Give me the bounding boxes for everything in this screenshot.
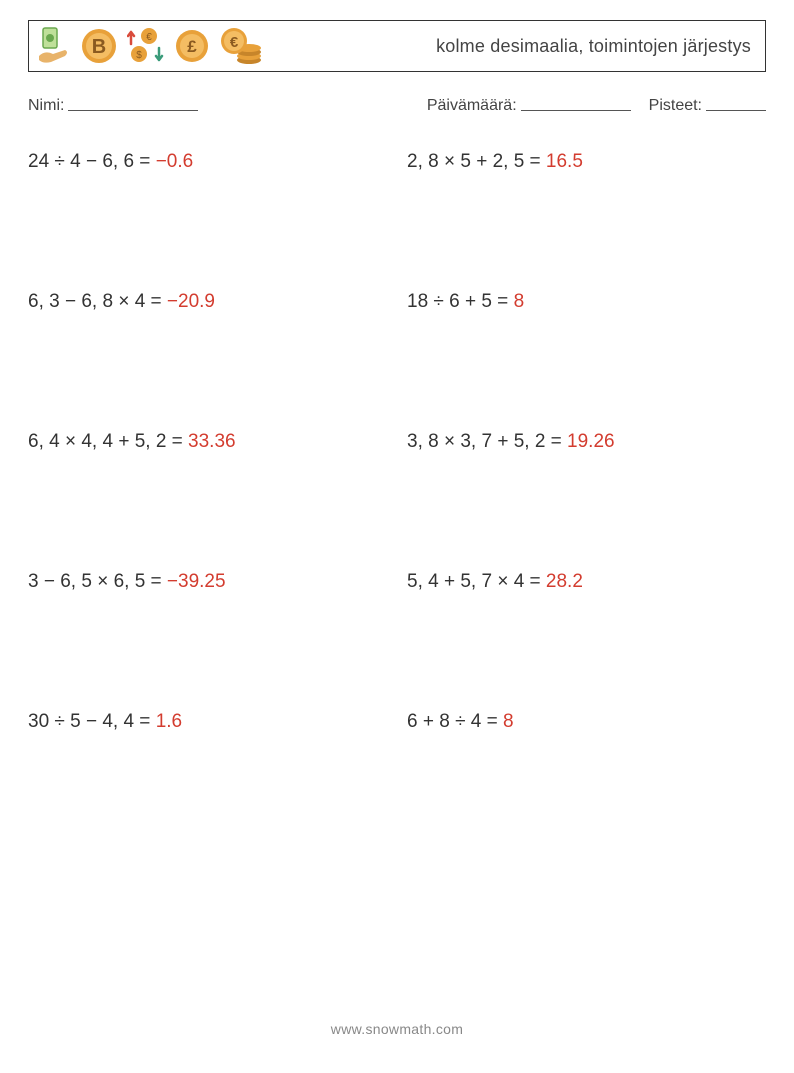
expression: 5, 4 + 5, 7 × 4 = — [407, 571, 546, 592]
expression: 3, 8 × 3, 7 + 5, 2 = — [407, 431, 567, 452]
meta-name: Nimi: — [28, 94, 427, 115]
cash-hand-icon — [37, 26, 71, 66]
problem-item: 6 + 8 ÷ 4 = 8 — [407, 711, 766, 733]
answer: 28.2 — [546, 571, 583, 592]
header-box: B € $ £ — [28, 20, 766, 72]
answer: −39.25 — [167, 571, 226, 592]
meta-score: Pisteet: — [649, 94, 766, 115]
arrows-coins-icon: € $ — [127, 26, 165, 66]
svg-text:£: £ — [187, 37, 197, 56]
expression: 30 ÷ 5 − 4, 4 = — [28, 711, 156, 732]
date-blank — [521, 95, 631, 111]
bitcoin-coin-icon: B — [79, 26, 119, 66]
problem-item: 24 ÷ 4 − 6, 6 = −0.6 — [28, 151, 387, 173]
answer: 8 — [503, 711, 514, 732]
answer: 19.26 — [567, 431, 615, 452]
problem-item: 6, 3 − 6, 8 × 4 = −20.9 — [28, 291, 387, 313]
footer-url: www.snowmath.com — [0, 1021, 794, 1037]
euro-coins-stack-icon: € — [219, 26, 263, 66]
meta-date: Päivämäärä: — [427, 94, 631, 115]
svg-text:B: B — [92, 36, 106, 58]
problems-grid: 24 ÷ 4 − 6, 6 = −0.6 2, 8 × 5 + 2, 5 = 1… — [28, 151, 766, 733]
answer: −0.6 — [156, 151, 194, 172]
problem-item: 5, 4 + 5, 7 × 4 = 28.2 — [407, 571, 766, 593]
answer: 8 — [514, 291, 525, 312]
pound-coin-icon: £ — [173, 27, 211, 65]
answer: 16.5 — [546, 151, 583, 172]
problem-item: 3 − 6, 5 × 6, 5 = −39.25 — [28, 571, 387, 593]
expression: 18 ÷ 6 + 5 = — [407, 291, 514, 312]
name-blank — [68, 95, 198, 111]
worksheet-title: kolme desimaalia, toimintojen järjestys — [436, 36, 751, 57]
problem-item: 3, 8 × 3, 7 + 5, 2 = 19.26 — [407, 431, 766, 453]
svg-text:€: € — [230, 34, 239, 51]
score-label: Pisteet: — [649, 97, 702, 114]
date-label: Päivämäärä: — [427, 97, 517, 114]
score-blank — [706, 95, 766, 111]
problem-item: 30 ÷ 5 − 4, 4 = 1.6 — [28, 711, 387, 733]
problem-item: 18 ÷ 6 + 5 = 8 — [407, 291, 766, 313]
expression: 24 ÷ 4 − 6, 6 = — [28, 151, 156, 172]
expression: 3 − 6, 5 × 6, 5 = — [28, 571, 167, 592]
svg-text:$: $ — [136, 50, 142, 61]
expression: 6, 3 − 6, 8 × 4 = — [28, 291, 167, 312]
answer: −20.9 — [167, 291, 215, 312]
expression: 2, 8 × 5 + 2, 5 = — [407, 151, 546, 172]
answer: 1.6 — [156, 711, 182, 732]
name-label: Nimi: — [28, 97, 64, 114]
meta-row: Nimi: Päivämäärä: Pisteet: — [28, 94, 766, 115]
expression: 6, 4 × 4, 4 + 5, 2 = — [28, 431, 188, 452]
expression: 6 + 8 ÷ 4 = — [407, 711, 503, 732]
problem-item: 6, 4 × 4, 4 + 5, 2 = 33.36 — [28, 431, 387, 453]
header-icons: B € $ £ — [37, 26, 263, 66]
answer: 33.36 — [188, 431, 236, 452]
problem-item: 2, 8 × 5 + 2, 5 = 16.5 — [407, 151, 766, 173]
svg-text:€: € — [146, 32, 152, 43]
